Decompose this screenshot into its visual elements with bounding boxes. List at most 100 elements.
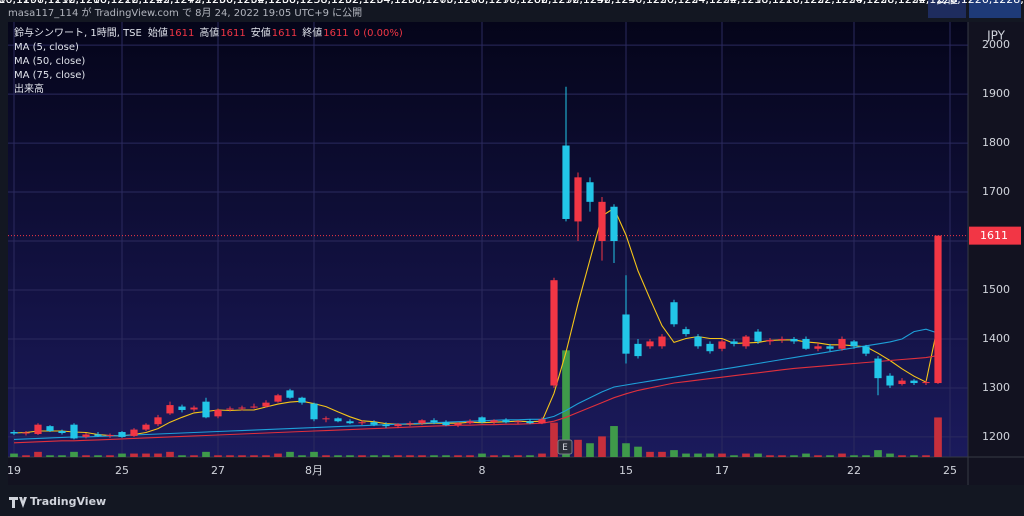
volume-bar bbox=[394, 455, 402, 457]
volume-bar bbox=[586, 443, 594, 457]
candle-body bbox=[274, 395, 282, 402]
candle-body bbox=[130, 429, 138, 436]
volume-bar bbox=[106, 455, 114, 457]
candle-body bbox=[934, 235, 942, 384]
candle-body bbox=[574, 177, 582, 222]
candle-body bbox=[706, 343, 714, 352]
volume-bar bbox=[382, 455, 390, 457]
candle-body bbox=[106, 434, 114, 436]
candle-body bbox=[214, 409, 222, 417]
volume-bar bbox=[154, 453, 162, 457]
legend-entry: MA (50, close) bbox=[14, 56, 86, 67]
candle-body bbox=[550, 280, 558, 386]
candle-body bbox=[58, 431, 66, 434]
candle-body bbox=[658, 336, 666, 347]
volume-bar bbox=[718, 453, 726, 457]
x-tick-label: 22 bbox=[847, 464, 861, 477]
candle-body bbox=[490, 420, 498, 423]
candle-body bbox=[538, 419, 546, 424]
candle-body bbox=[298, 397, 306, 403]
volume-bar bbox=[346, 455, 354, 457]
legend-entry: MA (75, close) bbox=[14, 70, 86, 81]
volume-bar bbox=[82, 455, 90, 457]
ma-line bbox=[13, 328, 939, 440]
candle-body bbox=[250, 406, 258, 408]
candle-body bbox=[82, 434, 90, 437]
ohlc-label: 終値 bbox=[302, 28, 323, 39]
x-tick-label: 19 bbox=[7, 464, 21, 477]
candle-layer bbox=[10, 86, 942, 440]
volume-bar bbox=[790, 455, 798, 457]
volume-bar bbox=[490, 455, 498, 457]
candle-body bbox=[178, 406, 186, 410]
candle-body bbox=[202, 401, 210, 418]
volume-bar bbox=[298, 455, 306, 457]
candle-body bbox=[586, 182, 594, 202]
volume-bar bbox=[202, 451, 210, 457]
y-tick-label: 2000 bbox=[982, 38, 1010, 51]
candle-body bbox=[358, 422, 366, 424]
candle-body bbox=[226, 408, 234, 410]
volume-bar bbox=[502, 455, 510, 457]
volume-bar bbox=[418, 455, 426, 457]
candle-body bbox=[730, 341, 738, 344]
volume-bar bbox=[442, 455, 450, 457]
volume-bar bbox=[190, 455, 198, 457]
candle-body bbox=[898, 380, 906, 385]
volume-bar bbox=[910, 455, 918, 457]
volume-bar bbox=[634, 446, 642, 457]
candle-body bbox=[334, 418, 342, 422]
low-badge bbox=[969, 0, 1021, 18]
volume-bar bbox=[622, 443, 630, 457]
candle-body bbox=[910, 380, 918, 384]
candle-body bbox=[70, 424, 78, 439]
ohlc-value: 1611 bbox=[220, 28, 246, 39]
volume-bar bbox=[658, 451, 666, 457]
legend-row: MA (50, close) bbox=[14, 55, 408, 69]
legend-entry: 出来高 bbox=[14, 84, 44, 95]
legend-row: 出来高 bbox=[14, 83, 408, 97]
candle-body bbox=[46, 426, 54, 432]
volume-bar bbox=[130, 453, 138, 457]
volume-bar bbox=[730, 455, 738, 457]
low-tag-label: 安値 bbox=[936, 0, 958, 6]
y-tick-label: 1700 bbox=[982, 185, 1010, 198]
candle-body bbox=[742, 336, 750, 347]
candle-body bbox=[682, 329, 690, 335]
legend-entry: MA (5, close) bbox=[14, 42, 79, 53]
y-tick-label: 1800 bbox=[982, 136, 1010, 149]
candle-body bbox=[154, 417, 162, 425]
volume-bar bbox=[322, 455, 330, 457]
ohlc-value: 1611 bbox=[323, 28, 349, 39]
candle-body bbox=[886, 375, 894, 386]
candle-body bbox=[310, 403, 318, 420]
time-axis bbox=[8, 457, 1024, 485]
volume-bar bbox=[550, 422, 558, 457]
x-tick-label: 8月 bbox=[305, 464, 323, 477]
volume-bar bbox=[334, 455, 342, 457]
earnings-marker: E bbox=[562, 443, 568, 453]
candle-body bbox=[634, 343, 642, 357]
candle-body bbox=[442, 422, 450, 426]
volume-bar bbox=[646, 451, 654, 457]
volume-bar bbox=[250, 455, 258, 457]
earnings-icon: E bbox=[557, 439, 573, 455]
volume-bar bbox=[514, 455, 522, 457]
high-value: 1214,1212,1228,1224,1215,1228,1208,1210,… bbox=[0, 0, 1024, 6]
volume-bar bbox=[22, 455, 30, 457]
volume-bar bbox=[766, 455, 774, 457]
volume-bar bbox=[538, 453, 546, 457]
ma-line bbox=[13, 355, 939, 444]
volume-bar bbox=[34, 451, 42, 457]
volume-bar bbox=[934, 417, 942, 457]
candle-body bbox=[802, 338, 810, 349]
candle-body bbox=[454, 423, 462, 426]
legend: 鈴与シンワート, 1時間, TSE 始値1611 高値1611 安値1611 終値161… bbox=[14, 27, 408, 97]
ohlc-label: 始値 bbox=[147, 28, 168, 39]
candle-body bbox=[526, 421, 534, 424]
candle-body bbox=[814, 346, 822, 349]
volume-bar bbox=[406, 455, 414, 457]
volume-bar bbox=[466, 455, 474, 457]
